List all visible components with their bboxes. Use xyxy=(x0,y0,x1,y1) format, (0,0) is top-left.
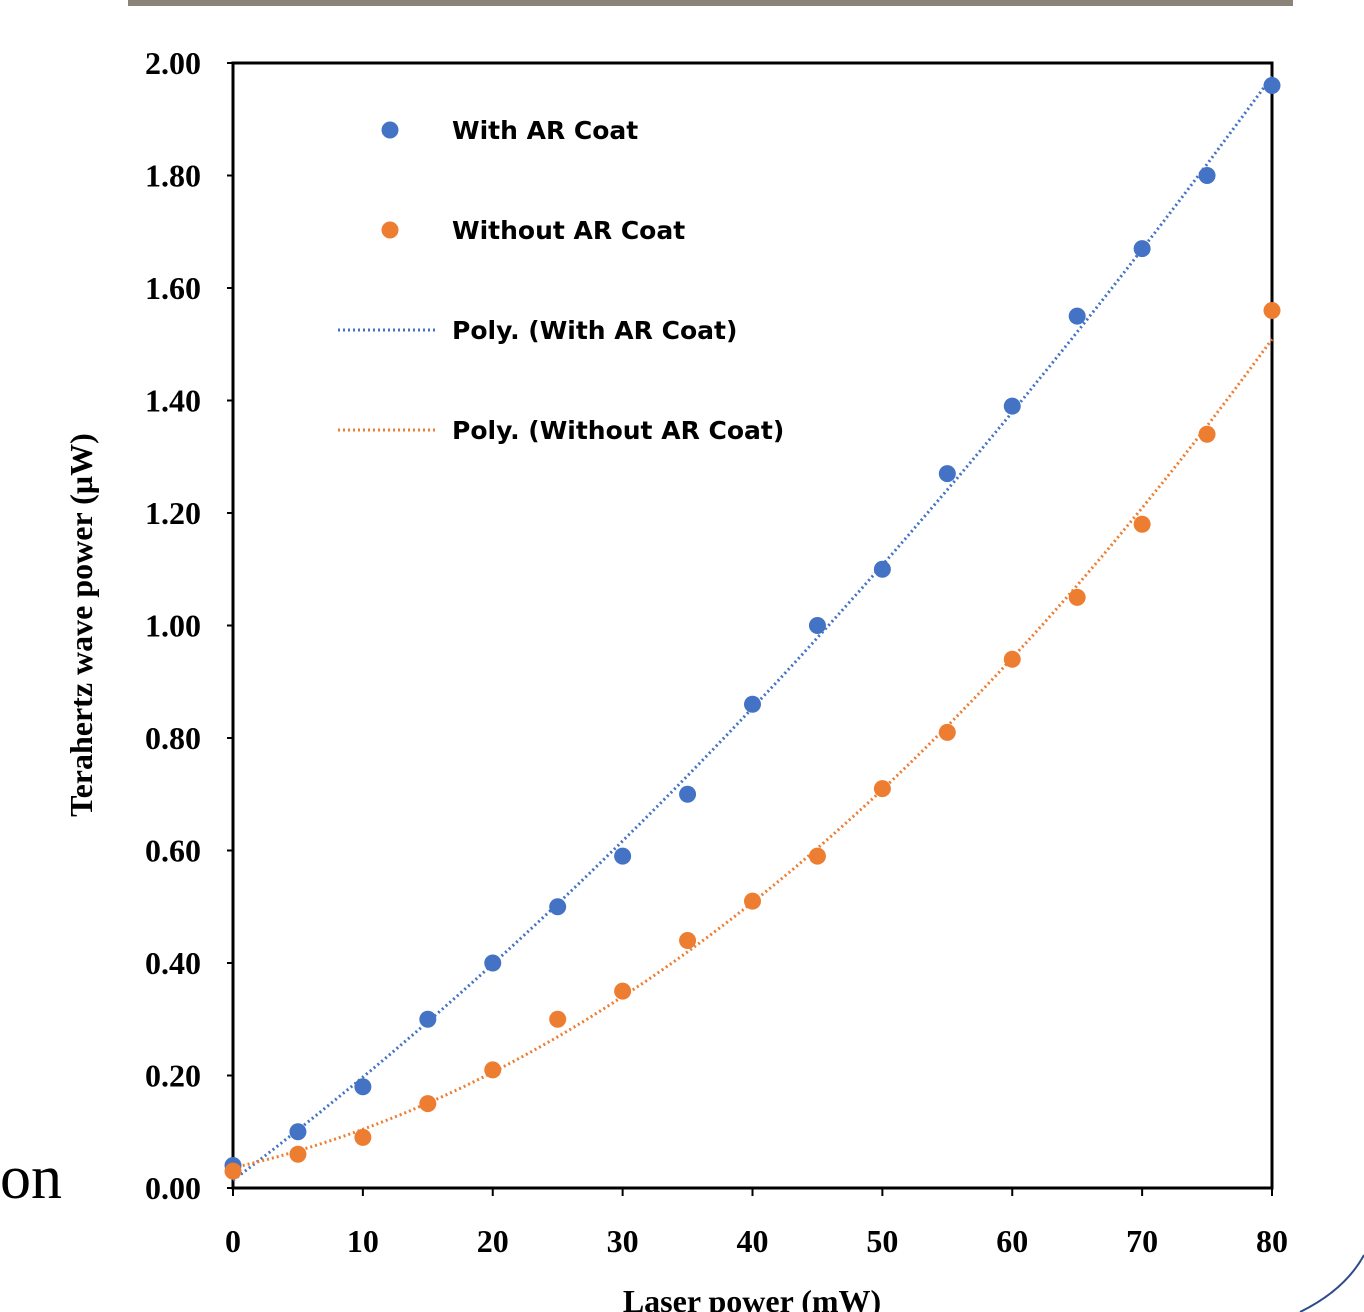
data-point xyxy=(1003,650,1021,668)
data-point xyxy=(419,1095,437,1113)
x-tick-label: 50 xyxy=(866,1223,898,1259)
x-tick-label: 20 xyxy=(477,1223,509,1259)
legend-marker xyxy=(381,121,399,139)
data-point xyxy=(1198,167,1216,184)
x-tick-label: 80 xyxy=(1256,1223,1288,1259)
decoration-arc xyxy=(1299,1254,1364,1312)
data-point xyxy=(614,847,632,865)
y-tick-label: 0.40 xyxy=(145,945,201,981)
y-tick-label: 1.40 xyxy=(145,383,201,419)
data-point xyxy=(938,723,956,741)
data-point xyxy=(614,982,632,1000)
trendline xyxy=(232,75,1274,1182)
y-tick-label: 0.00 xyxy=(145,1170,201,1206)
legend-label: With AR Coat xyxy=(452,116,638,145)
data-point xyxy=(744,892,761,910)
data-point xyxy=(1263,302,1281,319)
y-tick-label: 1.20 xyxy=(145,495,201,531)
legend-label: Poly. (With AR Coat) xyxy=(452,316,737,345)
data-point xyxy=(1003,397,1021,415)
data-point xyxy=(419,1010,437,1028)
trendline xyxy=(232,338,1274,1170)
data-point xyxy=(1068,588,1086,606)
y-tick-label: 1.60 xyxy=(145,270,201,306)
data-point xyxy=(744,695,761,713)
data-point xyxy=(1133,240,1151,258)
data-point xyxy=(224,1162,242,1180)
data-point xyxy=(354,1078,372,1096)
data-point xyxy=(808,847,826,865)
data-point xyxy=(873,560,891,578)
legend-label: Poly. (Without AR Coat) xyxy=(452,416,784,445)
legend-marker xyxy=(381,221,399,239)
side-text: on xyxy=(0,1144,62,1212)
data-point xyxy=(1263,77,1281,94)
data-point xyxy=(1068,307,1086,325)
x-axis-label: Laser power (mW) xyxy=(623,1283,881,1312)
data-point xyxy=(679,785,697,803)
x-tick-label: 40 xyxy=(737,1223,769,1259)
data-point xyxy=(484,954,502,972)
data-point xyxy=(873,780,891,798)
y-tick-label: 0.20 xyxy=(145,1058,201,1094)
y-axis-label: Terahertz wave power (µW) xyxy=(63,433,99,817)
y-tick-label: 0.60 xyxy=(145,833,201,869)
x-tick-label: 70 xyxy=(1126,1223,1158,1259)
x-tick-label: 60 xyxy=(996,1223,1028,1259)
data-point xyxy=(808,617,826,634)
y-tick-label: 0.80 xyxy=(145,720,201,756)
data-point xyxy=(289,1145,307,1163)
data-point xyxy=(549,1010,567,1028)
x-tick-label: 30 xyxy=(607,1223,639,1259)
data-point xyxy=(1133,515,1151,533)
data-point xyxy=(938,465,956,483)
data-point xyxy=(549,898,567,916)
x-tick-label: 10 xyxy=(347,1223,379,1259)
data-point xyxy=(354,1128,372,1146)
photo-strip xyxy=(128,0,1293,6)
y-tick-label: 1.00 xyxy=(145,608,201,644)
legend-label: Without AR Coat xyxy=(452,216,685,245)
data-point xyxy=(484,1061,502,1079)
data-point xyxy=(1198,425,1216,443)
x-tick-label: 0 xyxy=(225,1223,241,1259)
data-point xyxy=(289,1123,307,1141)
data-point xyxy=(679,932,697,949)
y-tick-label: 2.00 xyxy=(145,45,201,81)
y-tick-label: 1.80 xyxy=(145,158,201,194)
